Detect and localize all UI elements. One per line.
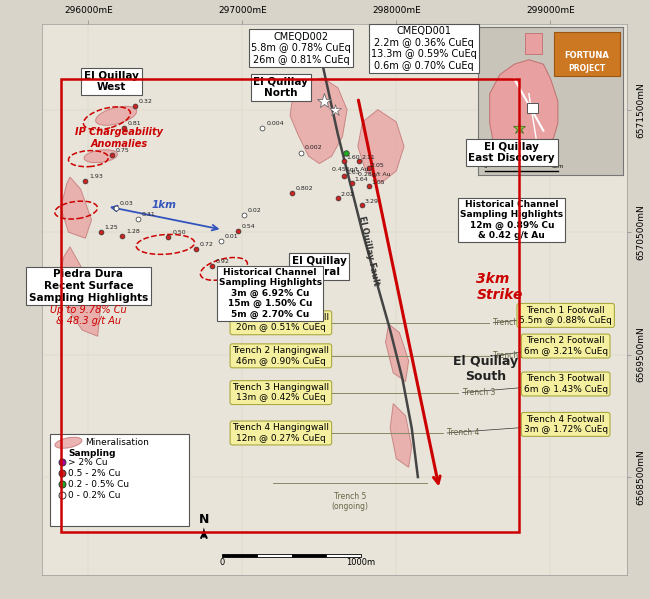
Text: 0.81: 0.81	[127, 121, 141, 126]
Text: Up to 9.78% Cu
& 48.3 g/t Au: Up to 9.78% Cu & 48.3 g/t Au	[50, 305, 127, 326]
Text: CMEQD001
2.2m @ 0.36% CuEq
13.3m @ 0.59% CuEq
0.6m @ 0.70% CuEq: CMEQD001 2.2m @ 0.36% CuEq 13.3m @ 0.59%…	[371, 26, 477, 71]
Text: Historical Channel
Sampling Highlights
12m @ 0.89% Cu
& 0.42 g/t Au: Historical Channel Sampling Highlights 1…	[460, 199, 564, 240]
Text: 2.05: 2.05	[371, 162, 385, 168]
Text: Trench 5
(ongoing): Trench 5 (ongoing)	[332, 492, 369, 511]
Text: 1km: 1km	[151, 200, 176, 210]
Text: 0.92: 0.92	[215, 259, 229, 264]
Text: 1.93: 1.93	[89, 174, 103, 179]
Text: El Quillay Fault: El Quillay Fault	[357, 215, 380, 286]
Text: 0.75: 0.75	[116, 148, 129, 153]
Text: 0.72: 0.72	[200, 242, 214, 247]
Text: Trench 1 Hangingwall
20m @ 0.51% CuEq: Trench 1 Hangingwall 20m @ 0.51% CuEq	[232, 313, 330, 332]
Bar	[222, 554, 257, 557]
Text: 1.60: 1.60	[346, 155, 360, 161]
Polygon shape	[60, 177, 92, 238]
Polygon shape	[358, 110, 404, 183]
Text: Trench 2 Footwall
6m @ 3.21% CuEq: Trench 2 Footwall 6m @ 3.21% CuEq	[524, 336, 608, 356]
Bar	[292, 554, 326, 557]
Text: El Quillay
North: El Quillay North	[254, 77, 308, 98]
Text: 3km
Strike: 3km Strike	[476, 272, 523, 302]
Text: 0.802: 0.802	[296, 186, 313, 191]
Text: El Quillay
East Discovery: El Quillay East Discovery	[469, 142, 555, 164]
Bar	[326, 554, 361, 557]
Text: 0.456g/t Au: 0.456g/t Au	[332, 167, 368, 172]
Bar	[60, 79, 519, 532]
Polygon shape	[385, 324, 409, 382]
Text: Trench 1 Footwall
5.5m @ 0.88% CuEq: Trench 1 Footwall 5.5m @ 0.88% CuEq	[519, 305, 612, 325]
Ellipse shape	[84, 150, 118, 163]
Text: Piedra Dura
Recent Surface
Sampling Highlights: Piedra Dura Recent Surface Sampling High…	[29, 270, 148, 302]
Text: Trench 2 Hangingwall
46m @ 0.90% CuEq: Trench 2 Hangingwall 46m @ 0.90% CuEq	[232, 346, 330, 365]
Text: Trench 4 Footwall
3m @ 1.72% CuEq: Trench 4 Footwall 3m @ 1.72% CuEq	[524, 415, 608, 434]
Text: 2.02: 2.02	[340, 192, 354, 197]
Text: 1.28: 1.28	[126, 229, 140, 234]
Text: > 2% Cu: > 2% Cu	[68, 458, 107, 467]
Text: 0.28g/t Au: 0.28g/t Au	[358, 172, 391, 177]
Ellipse shape	[55, 437, 82, 448]
Text: 0.5 - 2% Cu: 0.5 - 2% Cu	[68, 469, 120, 478]
Text: 0.54: 0.54	[242, 224, 255, 229]
Text: 1000m: 1000m	[346, 558, 376, 567]
Polygon shape	[390, 404, 411, 467]
Text: N: N	[199, 513, 209, 526]
Text: Mineralisation: Mineralisation	[85, 438, 150, 447]
Text: El Quillay
South: El Quillay South	[453, 355, 518, 383]
Polygon shape	[290, 78, 347, 164]
Text: Trench 3: Trench 3	[463, 388, 495, 397]
Text: Historical Channel
Sampling Highlights
3m @ 6.92% Cu
15m @ 1.50% Cu
5m @ 2.70% C: Historical Channel Sampling Highlights 3…	[218, 268, 322, 319]
Text: 1.05: 1.05	[371, 180, 385, 184]
Text: Trench 1: Trench 1	[493, 318, 526, 327]
Bar	[50, 434, 188, 526]
Text: Trench 2: Trench 2	[493, 352, 526, 361]
Text: Trench 3 Hangingwall
13m @ 0.42% CuEq: Trench 3 Hangingwall 13m @ 0.42% CuEq	[232, 383, 330, 403]
Text: 1.63: 1.63	[346, 170, 360, 175]
Text: 2.11: 2.11	[361, 155, 376, 161]
Text: 0.03: 0.03	[120, 201, 134, 205]
Text: Trench 4: Trench 4	[447, 428, 480, 437]
Text: 0.31: 0.31	[142, 211, 155, 217]
Text: 0.02: 0.02	[248, 208, 261, 213]
Text: IP Chargeability
Anomalies: IP Chargeability Anomalies	[75, 127, 163, 149]
Text: 3.29: 3.29	[365, 199, 379, 204]
Text: Sampling: Sampling	[68, 449, 116, 458]
Text: Trench 4 Hangingwall
12m @ 0.27% CuEq: Trench 4 Hangingwall 12m @ 0.27% CuEq	[232, 423, 330, 443]
Text: El Quillay
Central: El Quillay Central	[292, 256, 347, 277]
Text: 1.25: 1.25	[105, 225, 118, 230]
Text: 0: 0	[220, 558, 225, 567]
Text: 0.50: 0.50	[172, 230, 186, 235]
Ellipse shape	[96, 106, 136, 125]
Polygon shape	[202, 527, 205, 533]
Text: El Quillay
West: El Quillay West	[84, 71, 139, 92]
Text: 0.2 - 0.5% Cu: 0.2 - 0.5% Cu	[68, 480, 129, 489]
Text: 1.64: 1.64	[354, 177, 368, 182]
Text: 0.32: 0.32	[138, 99, 152, 104]
Polygon shape	[59, 247, 101, 336]
Text: 0.01: 0.01	[225, 234, 239, 238]
Text: Trench 3 Footwall
6m @ 1.43% CuEq: Trench 3 Footwall 6m @ 1.43% CuEq	[524, 374, 608, 394]
Text: 0.002: 0.002	[305, 146, 322, 150]
Text: 0 - 0.2% Cu: 0 - 0.2% Cu	[68, 491, 120, 500]
Text: CMEQD002
5.8m @ 0.78% CuEq
26m @ 0.81% CuEq: CMEQD002 5.8m @ 0.78% CuEq 26m @ 0.81% C…	[251, 32, 351, 65]
Text: 0.004: 0.004	[266, 121, 284, 126]
Bar	[257, 554, 292, 557]
